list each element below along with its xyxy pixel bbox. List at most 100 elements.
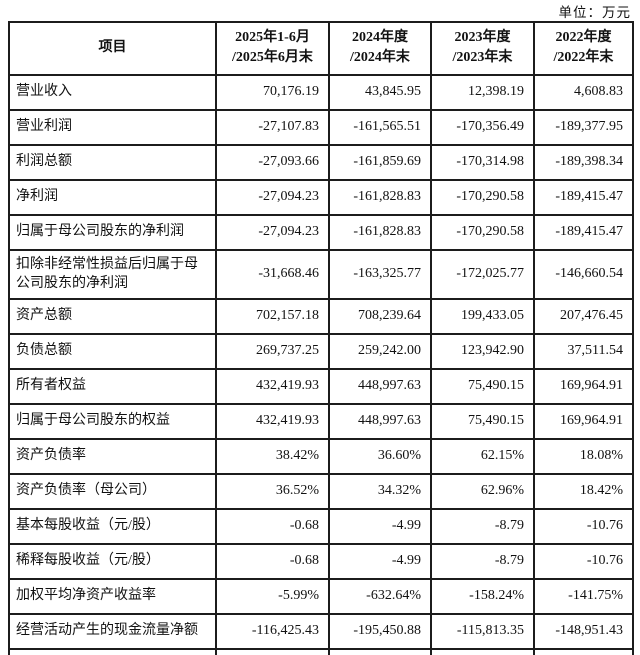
row-value: -146,660.54 [533, 248, 634, 300]
table-row: 负债总额 269,737.25 259,242.00 123,942.90 37,511… [8, 332, 634, 370]
row-value: 123,942.90 [430, 332, 535, 370]
table-row: 经营活动产生的现金流量净额 -116,425.43 -195,450.88 -115,… [8, 612, 634, 650]
row-value: 62.96% [430, 472, 535, 510]
table-row: 扣除非经常性损益后归属于母公司股东的净利润 -31,668.46 -163,325.… [8, 248, 634, 300]
table-row: 归属于母公司股东的权益 432,419.93 448,997.63 75,490.15… [8, 402, 634, 440]
row-value: 43,845.95 [328, 73, 432, 111]
row-label: 净利润 [8, 178, 217, 216]
row-value: - [328, 647, 432, 655]
table-row: 资产负债率 38.42% 36.60% 62.15% 18.08% [8, 437, 634, 475]
row-value: -161,565.51 [328, 108, 432, 146]
row-value: 34.32% [328, 472, 432, 510]
row-value: 18.08% [533, 437, 634, 475]
row-value: -5.99% [215, 577, 330, 615]
row-value: -170,290.58 [430, 178, 535, 216]
column-header-period-2024: 2024年度 /2024年末 [328, 21, 432, 76]
row-value: 269,737.25 [215, 332, 330, 370]
period-line2: /2022年末 [553, 50, 614, 66]
table-row: 现金分红---- [8, 647, 634, 655]
row-label: 稀释每股收益（元/股） [8, 542, 217, 580]
row-value: 75,490.15 [430, 402, 535, 440]
row-label: 负债总额 [8, 332, 217, 370]
table-row: 归属于母公司股东的净利润 -27,094.23 -161,828.83 -170,29… [8, 213, 634, 251]
row-value: -161,859.69 [328, 143, 432, 181]
table-row: 资产总额 702,157.18 708,239.64 199,433.05 207,47… [8, 297, 634, 335]
row-value: -161,828.83 [328, 178, 432, 216]
row-value: -141.75% [533, 577, 634, 615]
table-body: 营业收入 70,176.19 43,845.95 12,398.19 4,608.83 营… [8, 73, 634, 655]
row-label: 加权平均净资产收益率 [8, 577, 217, 615]
row-value: -189,377.95 [533, 108, 634, 146]
row-value: -170,356.49 [430, 108, 535, 146]
row-value: -189,415.47 [533, 213, 634, 251]
table-row: 净利润 -27,094.23 -161,828.83 -170,290.58 -189,… [8, 178, 634, 216]
row-value: -170,290.58 [430, 213, 535, 251]
row-label: 资产总额 [8, 297, 217, 335]
unit-label: 单位：万元 [558, 5, 631, 20]
row-label: 所有者权益 [8, 367, 217, 405]
row-value: 169,964.91 [533, 402, 634, 440]
row-value: 12,398.19 [430, 73, 535, 111]
period-line1: 2025年1-6月 [235, 30, 310, 45]
row-value: 199,433.05 [430, 297, 535, 335]
row-label: 营业收入 [8, 73, 217, 111]
row-value: 432,419.93 [215, 367, 330, 405]
row-value: -189,398.34 [533, 143, 634, 181]
table-row: 营业利润 -27,107.83 -161,565.51 -170,356.49 -189… [8, 108, 634, 146]
column-header-period-2023: 2023年度 /2023年末 [430, 21, 535, 76]
financial-table: 项目 2025年1-6月 /2025年6月末 2024年度 /2024年末 20… [8, 21, 634, 655]
row-label: 营业利润 [8, 108, 217, 146]
row-label: 经营活动产生的现金流量净额 [8, 612, 217, 650]
row-value: 70,176.19 [215, 73, 330, 111]
row-value: 432,419.93 [215, 402, 330, 440]
row-value: -27,107.83 [215, 108, 330, 146]
row-value: 18.42% [533, 472, 634, 510]
row-value: 169,964.91 [533, 367, 634, 405]
column-header-item: 项目 [8, 21, 217, 76]
period-line1: 2022年度 [555, 30, 612, 45]
row-value: -31,668.46 [215, 248, 330, 300]
row-value: 37,511.54 [533, 332, 634, 370]
row-value: -4.99 [328, 542, 432, 580]
table-row: 基本每股收益（元/股） -0.68 -4.99 -8.79 -10.76 [8, 507, 634, 545]
row-value: -115,813.35 [430, 612, 535, 650]
period-line2: /2023年末 [452, 50, 513, 66]
row-label: 资产负债率 [8, 437, 217, 475]
period-line2: /2024年末 [350, 50, 410, 66]
row-value: - [215, 647, 330, 655]
row-label: 归属于母公司股东的权益 [8, 402, 217, 440]
row-value: -161,828.83 [328, 213, 432, 251]
row-value: -148,951.43 [533, 612, 634, 650]
row-label: 基本每股收益（元/股） [8, 507, 217, 545]
row-value: -189,415.47 [533, 178, 634, 216]
table-row: 利润总额 -27,093.66 -161,859.69 -170,314.98 -189… [8, 143, 634, 181]
table-row: 营业收入 70,176.19 43,845.95 12,398.19 4,608.83 [8, 73, 634, 111]
row-value: -158.24% [430, 577, 535, 615]
row-value: - [533, 647, 634, 655]
column-header-period-2022: 2022年度 /2022年末 [533, 21, 634, 76]
row-value: -10.76 [533, 542, 634, 580]
row-value: -163,325.77 [328, 248, 432, 300]
row-value: -632.64% [328, 577, 432, 615]
row-value: 448,997.63 [328, 367, 432, 405]
row-value: -170,314.98 [430, 143, 535, 181]
row-label: 扣除非经常性损益后归属于母公司股东的净利润 [8, 248, 217, 300]
row-value: 4,608.83 [533, 73, 634, 111]
row-value: 36.52% [215, 472, 330, 510]
row-value: -116,425.43 [215, 612, 330, 650]
row-value: -0.68 [215, 507, 330, 545]
row-label: 资产负债率（母公司） [8, 472, 217, 510]
row-value: 62.15% [430, 437, 535, 475]
table-header-row: 项目 2025年1-6月 /2025年6月末 2024年度 /2024年末 20… [8, 21, 634, 76]
row-value: -10.76 [533, 507, 634, 545]
row-value: 38.42% [215, 437, 330, 475]
row-value: -8.79 [430, 542, 535, 580]
row-label: 现金分红 [8, 647, 217, 655]
period-line1: 2024年度 [352, 30, 408, 45]
table-row: 加权平均净资产收益率 -5.99% -632.64% -158.24% -141.75% [8, 577, 634, 615]
row-value: -27,094.23 [215, 178, 330, 216]
row-label: 归属于母公司股东的净利润 [8, 213, 217, 251]
row-value: 36.60% [328, 437, 432, 475]
row-value: 708,239.64 [328, 297, 432, 335]
